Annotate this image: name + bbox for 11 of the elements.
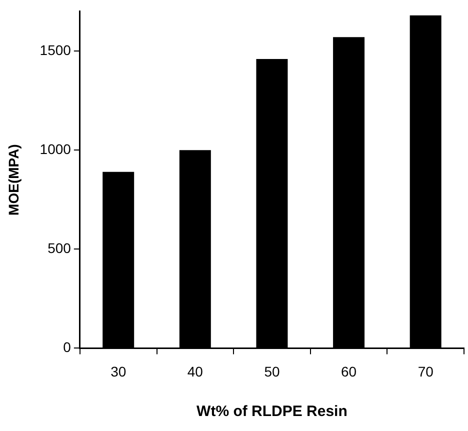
x-axis-title: Wt% of RLDPE Resin xyxy=(196,403,348,420)
y-tick-label: 0 xyxy=(63,339,72,356)
y-tick-label: 1000 xyxy=(40,140,72,157)
x-tick-label: 40 xyxy=(187,363,204,380)
y-axis-title: MOE(MPA) xyxy=(5,144,22,216)
y-tick-label: 500 xyxy=(48,240,72,256)
x-tick-label: 30 xyxy=(110,363,126,380)
x-tick-label: 70 xyxy=(418,363,434,380)
y-tick-label: 1500 xyxy=(40,42,72,58)
x-tick-label: 60 xyxy=(340,363,357,380)
x-tick-label: 50 xyxy=(264,363,280,380)
